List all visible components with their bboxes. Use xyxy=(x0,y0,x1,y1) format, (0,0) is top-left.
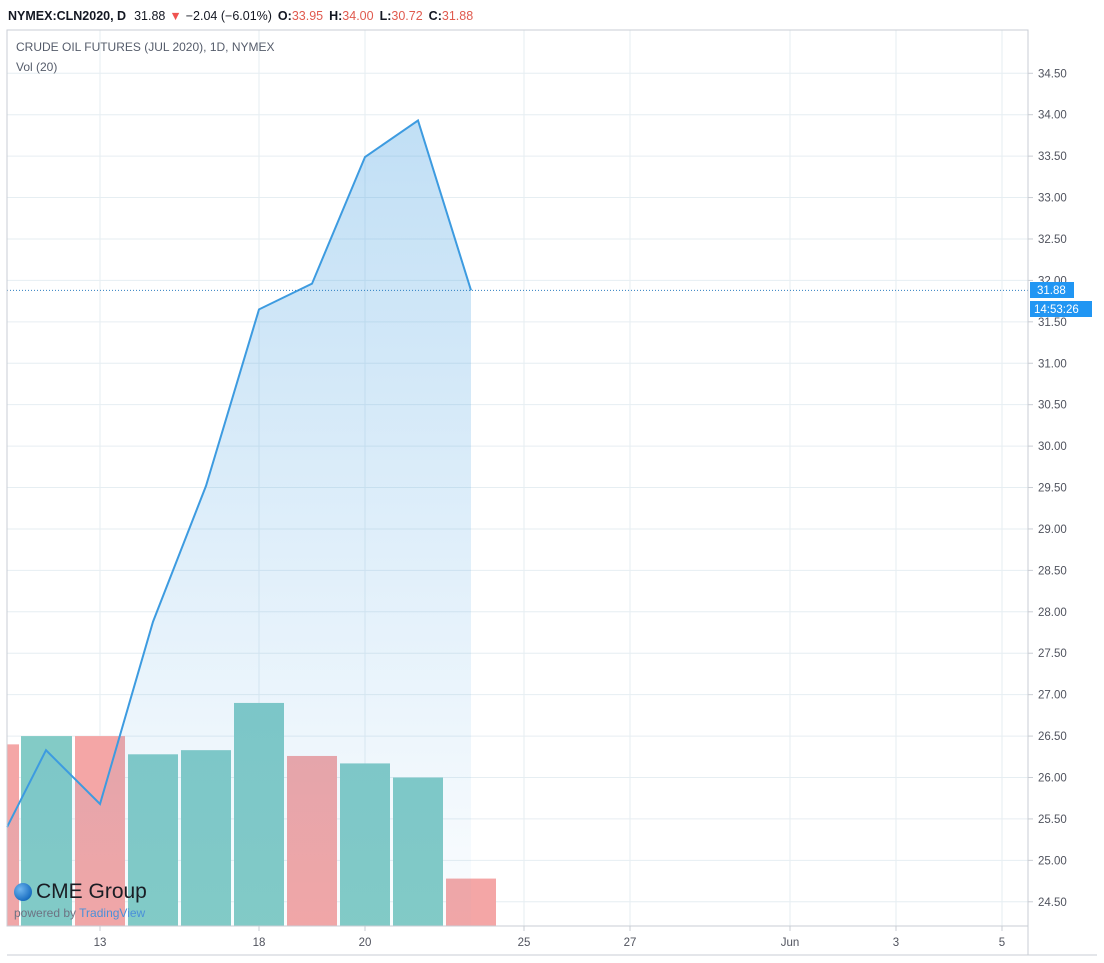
high-value: 34.00 xyxy=(342,9,374,23)
y-tick-label: 29.50 xyxy=(1038,483,1067,495)
y-tick-label: 25.50 xyxy=(1038,814,1067,826)
y-tick-label: 31.00 xyxy=(1038,358,1067,370)
y-tick-label: 30.00 xyxy=(1038,441,1067,453)
x-tick-label: 18 xyxy=(253,937,266,949)
high-label: H: xyxy=(329,9,343,23)
price-change: −2.04 (−6.01%) xyxy=(185,9,272,23)
y-tick-label: 27.50 xyxy=(1038,648,1067,660)
close-label: C: xyxy=(428,9,442,23)
chart-title: CRUDE OIL FUTURES (JUL 2020), 1D, NYMEX xyxy=(16,40,275,54)
y-tick-label: 25.00 xyxy=(1038,855,1067,867)
price-area-fill xyxy=(7,120,471,926)
countdown-tag: 14:53:26 xyxy=(1034,304,1079,316)
x-tick-label: 5 xyxy=(999,937,1005,949)
x-tick-label: 25 xyxy=(518,937,531,949)
x-tick-label: 20 xyxy=(359,937,372,949)
x-tick-label: 3 xyxy=(893,937,899,949)
y-tick-label: 30.50 xyxy=(1038,400,1067,412)
open-label: O: xyxy=(277,9,292,23)
last-price: 31.88 xyxy=(134,9,166,23)
close-value: 31.88 xyxy=(441,9,474,23)
last-price-tag-value: 31.88 xyxy=(1037,285,1066,297)
cme-globe-icon xyxy=(14,883,32,901)
y-tick-label: 24.50 xyxy=(1038,897,1067,909)
x-tick-label: 27 xyxy=(624,937,637,949)
time-axis[interactable]: 13 18 20 25 27 Jun 3 5 xyxy=(94,926,1006,949)
y-tick-label: 32.50 xyxy=(1038,234,1067,246)
down-arrow-icon: ▼ xyxy=(169,9,182,23)
brand-name: CME Group xyxy=(36,880,147,903)
open-value: 33.95 xyxy=(291,9,324,23)
y-tick-label: 27.00 xyxy=(1038,690,1067,702)
symbol-header: NYMEX:CLN2020, D 31.88 ▼ −2.04 (−6.01%) … xyxy=(8,6,473,26)
y-tick-label: 29.00 xyxy=(1038,524,1067,536)
price-axis[interactable]: 24.50 25.00 25.50 26.00 26.50 27.00 27.50 28.00… xyxy=(1028,68,1067,909)
y-tick-label: 26.50 xyxy=(1038,731,1067,743)
x-tick-label: Jun xyxy=(781,937,800,949)
symbol-name[interactable]: NYMEX:CLN2020, D xyxy=(8,9,127,23)
powered-by-text: powered by xyxy=(14,906,77,920)
provider-name[interactable]: TradingView xyxy=(79,906,146,920)
price-line xyxy=(6,118,472,828)
y-tick-label: 33.50 xyxy=(1038,151,1067,163)
y-tick-label: 33.00 xyxy=(1038,193,1067,205)
y-tick-label: 28.00 xyxy=(1038,607,1067,619)
last-price-tag: 31.88 14:53:26 xyxy=(1030,282,1092,317)
y-tick-label: 28.50 xyxy=(1038,565,1067,577)
y-tick-label: 34.50 xyxy=(1038,68,1067,80)
x-tick-label: 13 xyxy=(94,937,107,949)
low-value: 30.72 xyxy=(391,9,423,23)
branding[interactable]: CME Group powered by TradingView xyxy=(14,880,147,920)
y-tick-label: 34.00 xyxy=(1038,110,1067,122)
volume-legend[interactable]: Vol (20) xyxy=(16,60,58,74)
y-tick-label: 31.50 xyxy=(1038,317,1067,329)
y-tick-label: 26.00 xyxy=(1038,773,1067,785)
low-label: L: xyxy=(379,9,392,23)
